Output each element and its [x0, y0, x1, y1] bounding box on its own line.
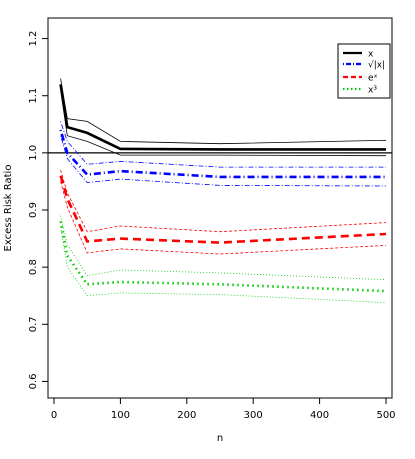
legend-label: eˣ [368, 74, 378, 84]
series-group [59, 79, 387, 303]
x-tick-label: 0 [51, 410, 57, 421]
data-point [86, 173, 88, 175]
data-point [385, 233, 387, 235]
data-point [59, 83, 61, 85]
data-point [86, 240, 88, 242]
y-axis-label: Excess Risk Ratio [3, 165, 14, 252]
data-point [59, 129, 61, 131]
axes: 0 100 200 300 400 500 0.6 0.7 0.8 0.9 1.0 1.1 1.2 n Ex… [3, 18, 396, 444]
data-point [66, 197, 68, 199]
series-upper-band [61, 170, 386, 232]
x-tick-label: 300 [244, 410, 263, 421]
data-point [86, 132, 88, 134]
data-point [385, 290, 387, 292]
legend-label: √|x| [368, 60, 385, 71]
data-point [119, 237, 121, 239]
x-axis-label: n [217, 433, 223, 444]
y-tick-label: 1.2 [28, 31, 39, 47]
x-tick-label: 200 [177, 410, 196, 421]
data-point [119, 281, 121, 283]
legend-label: x³ [368, 86, 377, 96]
data-point [59, 175, 61, 177]
series-2 [59, 170, 387, 254]
data-point [59, 220, 61, 222]
y-tick-label: 0.6 [28, 373, 39, 389]
data-point [66, 255, 68, 257]
data-point [219, 148, 221, 150]
legend-label: x [368, 50, 374, 60]
series-upper-band [61, 79, 386, 144]
data-point [385, 176, 387, 178]
x-tick-label: 100 [111, 410, 130, 421]
data-point [219, 283, 221, 285]
y-tick-label: 1.1 [28, 88, 39, 104]
series-lower-band [61, 90, 386, 156]
x-tick-label: 500 [376, 410, 395, 421]
legend: x√|x| eˣ x³ [338, 44, 390, 98]
y-tick-label: 1.0 [28, 145, 39, 161]
data-point [119, 170, 121, 172]
data-point [219, 241, 221, 243]
data-point [86, 283, 88, 285]
data-point [385, 148, 387, 150]
series-3 [59, 216, 387, 303]
series-line [61, 221, 386, 291]
series-1 [59, 121, 387, 186]
data-point [66, 126, 68, 128]
data-point [219, 176, 221, 178]
data-point [119, 148, 121, 150]
x-tick-label: 400 [310, 410, 329, 421]
series-line [61, 84, 386, 149]
y-tick-label: 0.7 [28, 316, 39, 332]
data-point [66, 152, 68, 154]
y-tick-label: 0.9 [28, 202, 39, 218]
series-lower-band [61, 181, 386, 254]
y-tick-label: 0.8 [28, 259, 39, 275]
